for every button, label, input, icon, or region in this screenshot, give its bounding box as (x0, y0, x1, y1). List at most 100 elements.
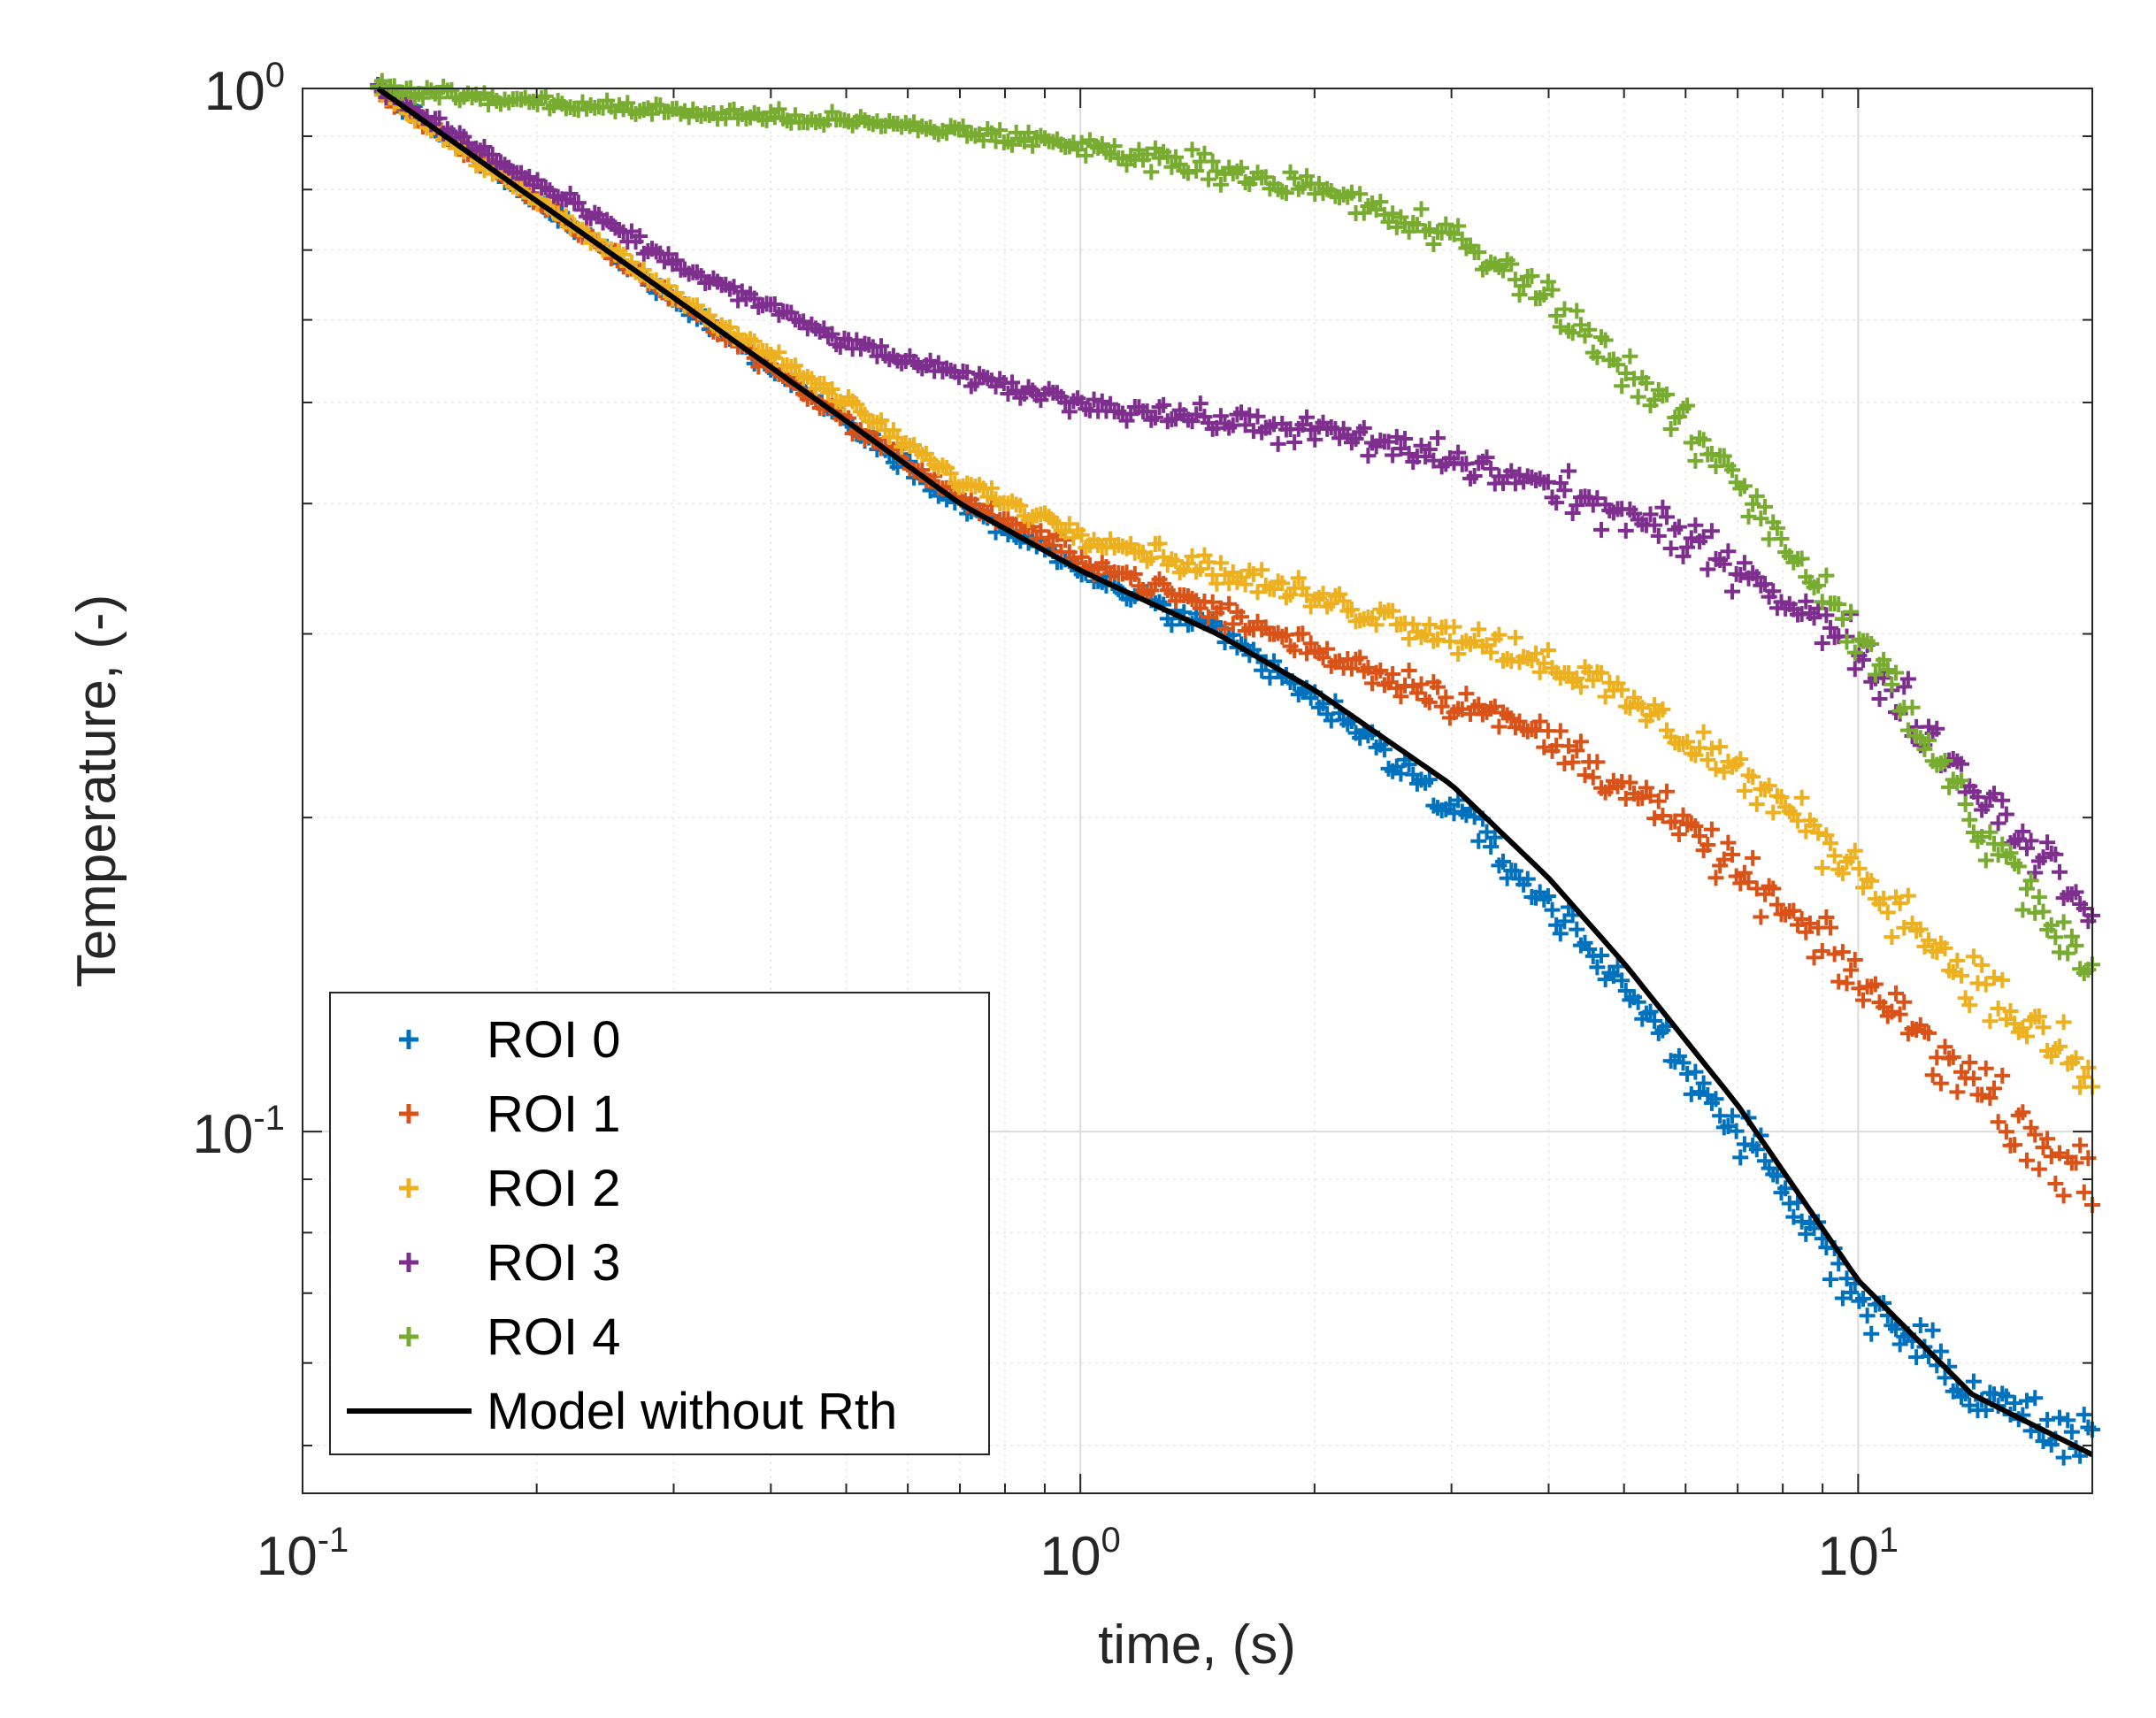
data-point (1539, 888, 1556, 905)
data-point (1834, 1290, 1851, 1307)
data-point (2068, 937, 2084, 954)
data-point (1400, 223, 1417, 240)
data-point (1421, 771, 1438, 788)
data-point (2039, 1131, 2056, 1147)
data-point (1564, 325, 1581, 341)
data-point (1904, 699, 1921, 716)
data-point (1605, 968, 1622, 985)
data-point (1769, 896, 1785, 913)
data-point (1408, 217, 1425, 234)
x-tick-label: 100 (1040, 1521, 1121, 1587)
series-roi-4 (370, 73, 2100, 982)
data-point (1024, 137, 1041, 154)
x-axis-title: time, (s) (1098, 1614, 1296, 1676)
data-point (1753, 510, 1769, 527)
data-point (1937, 1039, 1953, 1055)
data-point (1810, 824, 1827, 841)
data-point (746, 290, 763, 307)
data-point (1237, 576, 1254, 593)
data-point (1617, 522, 1634, 539)
data-point (803, 371, 820, 387)
data-point (1675, 548, 1692, 564)
data-point (786, 357, 803, 374)
data-point (873, 412, 890, 429)
data-point (1569, 497, 1585, 514)
data-point (2075, 900, 2092, 917)
data-point (1798, 593, 1815, 610)
data-point (1614, 972, 1630, 989)
data-point (1982, 1089, 1999, 1106)
data-point (1593, 947, 1610, 963)
data-point (1814, 860, 1830, 877)
y-axis-title: Temperature, (-) (66, 594, 127, 987)
data-point (824, 381, 840, 398)
data-point (1224, 564, 1241, 580)
data-point (1757, 498, 1774, 515)
data-point (1720, 543, 1737, 560)
data-point (967, 375, 984, 392)
data-point (1385, 205, 1401, 222)
data-point (1376, 741, 1393, 758)
data-point (2006, 1137, 2023, 1154)
legend-label: Model without Rth (487, 1383, 897, 1440)
data-point (1998, 1124, 2014, 1140)
data-point (1372, 194, 1389, 211)
data-point (1609, 357, 1626, 373)
data-point (1577, 767, 1593, 784)
data-point (1589, 490, 1606, 507)
data-point (1400, 445, 1417, 462)
data-point (1814, 634, 1830, 651)
data-point (1004, 136, 1021, 153)
data-point (1834, 944, 1851, 961)
data-point (1593, 521, 1610, 538)
data-point (1486, 829, 1503, 846)
data-point (2052, 1038, 2068, 1055)
data-point (955, 118, 971, 134)
legend-entry: ROI 1 (399, 1085, 621, 1143)
data-point (1380, 674, 1397, 691)
data-point (1683, 1085, 1699, 1102)
data-point (1896, 993, 1913, 1010)
data-point (1851, 860, 1868, 877)
model-line (376, 86, 2094, 1458)
data-point (1478, 449, 1495, 466)
data-point (1715, 763, 1732, 780)
legend-label: ROI 2 (487, 1160, 621, 1217)
data-point (1924, 1067, 1941, 1084)
data-point (1646, 392, 1663, 409)
data-point (1408, 685, 1425, 702)
x-tick-label: 10-1 (257, 1521, 349, 1587)
data-point (1569, 670, 1585, 686)
data-point (1810, 577, 1827, 594)
data-point (1470, 621, 1487, 638)
data-point (1687, 452, 1704, 469)
data-point (1061, 403, 1078, 420)
data-point (1843, 603, 1860, 620)
data-point (1838, 975, 1855, 992)
data-point (922, 352, 939, 369)
data-point (1454, 231, 1470, 248)
data-point (1073, 526, 1090, 543)
data-point (2068, 1154, 2084, 1171)
x-tick-label: 101 (1818, 1521, 1899, 1587)
data-point (1924, 1322, 1941, 1338)
data-point (1143, 164, 1160, 180)
data-point (1216, 566, 1233, 583)
data-point (824, 326, 840, 342)
data-point (1319, 640, 1336, 657)
data-point (1614, 378, 1630, 395)
data-point (1299, 587, 1316, 603)
data-point (1536, 286, 1553, 303)
data-point (1441, 796, 1458, 813)
data-point (1679, 397, 1696, 414)
data-point (1761, 778, 1777, 794)
data-point (1945, 963, 1961, 980)
data-point (1659, 386, 1676, 403)
data-point (1642, 506, 1659, 523)
legend-entry: ROI 2 (399, 1160, 621, 1217)
data-point (1073, 548, 1090, 565)
data-point (660, 246, 677, 263)
data-point (1572, 733, 1589, 750)
data-point (1793, 911, 1810, 927)
data-point (1957, 795, 1974, 812)
